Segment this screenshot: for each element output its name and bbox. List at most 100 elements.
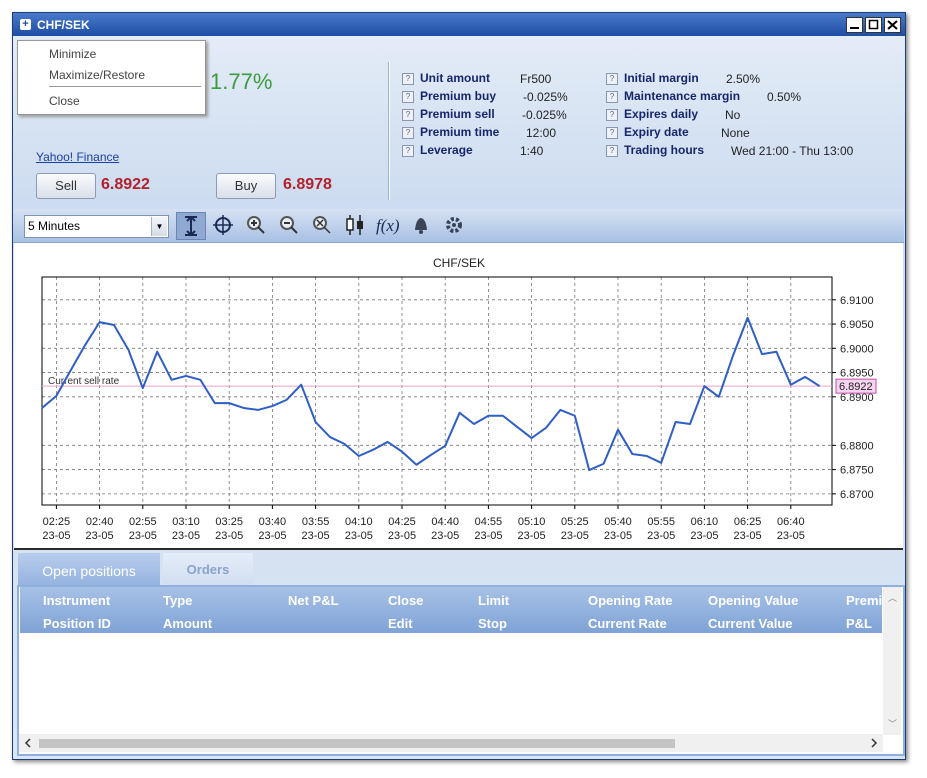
x-tick-date: 23-05	[561, 530, 589, 542]
buy-button[interactable]: Buy	[216, 173, 276, 199]
x-tick-label: 03:10	[172, 516, 200, 528]
x-tick-date: 23-05	[518, 530, 546, 542]
candlestick-tool[interactable]	[341, 212, 369, 238]
help-icon: ?	[606, 127, 618, 139]
x-tick-date: 23-05	[258, 530, 286, 542]
x-tick-date: 23-05	[604, 530, 632, 542]
detail-value: 1:40	[520, 144, 544, 158]
minimize-button[interactable]	[846, 17, 863, 33]
detail-value: No	[725, 108, 741, 122]
interval-dropdown[interactable]: 5 Minutes ▼	[24, 215, 169, 238]
detail-value: 2.50%	[726, 72, 761, 86]
x-tick-label: 03:40	[259, 516, 287, 528]
x-tick-label: 03:25	[215, 516, 243, 528]
help-icon: ?	[606, 73, 618, 85]
menu-item[interactable]: Close	[49, 94, 80, 108]
tab-active[interactable]: Open positions	[18, 553, 160, 585]
zoom-in-tool[interactable]	[242, 212, 270, 238]
x-tick-label: 06:40	[777, 516, 805, 528]
column-header: Type	[163, 593, 193, 608]
settings-tool[interactable]	[440, 212, 468, 238]
x-tick-label: 04:55	[475, 516, 503, 528]
vertical-scrollbar[interactable]: ︿ ﹀	[883, 587, 901, 735]
function-tool[interactable]: f(x)	[374, 212, 402, 238]
x-tick-label: 06:25	[734, 516, 762, 528]
scroll-left[interactable]	[23, 738, 33, 748]
column-header: Limit	[478, 593, 510, 608]
menu-item[interactable]: Minimize	[49, 47, 97, 61]
zoom-out-tool[interactable]	[275, 212, 303, 238]
chart: CHF/SEK 6.8700 6.8750 6.8800 6.8900 6.8950 6.9…	[41, 256, 877, 542]
column-header: Net P&L	[288, 593, 339, 608]
column-header: Close	[388, 593, 424, 608]
x-tick-label: 04:40	[431, 516, 459, 528]
icon	[313, 216, 331, 234]
detail-value: 0.50%	[767, 90, 802, 104]
icon	[280, 216, 298, 234]
dropdown-arrow: ▼	[151, 217, 167, 236]
detail-label: Unit amount	[420, 71, 490, 85]
x-tick-date: 23-05	[690, 530, 718, 542]
cursor-tool[interactable]	[176, 212, 206, 240]
scroll-up[interactable]: ︿	[888, 593, 898, 603]
current-rate-label: Current sell rate	[48, 376, 120, 387]
y-tick-label: 6.9050	[840, 319, 874, 331]
current-rate-marker	[835, 378, 877, 394]
chart-area	[14, 243, 903, 548]
column-header: Current Rate	[588, 616, 667, 631]
sell-price: 6.8922	[101, 176, 150, 193]
column-header: Stop	[478, 616, 507, 631]
chart-title: CHF/SEK	[433, 256, 485, 270]
context-menu: Minimize Maximize/Restore Close	[17, 40, 206, 115]
menu-item[interactable]: Maximize/Restore	[49, 68, 146, 82]
horizontal-scrollbar[interactable]	[19, 734, 883, 752]
plot-frame	[41, 276, 833, 506]
x-tick-label: 05:10	[518, 516, 546, 528]
column-header: Edit	[388, 616, 413, 631]
x-tick-label: 02:25	[43, 516, 71, 528]
title-bar	[13, 13, 905, 36]
close-glyph	[887, 20, 898, 30]
detail-label: Initial margin	[624, 71, 699, 85]
crosshair-tool[interactable]	[209, 212, 237, 238]
x-tick-date: 23-05	[129, 530, 157, 542]
price-line	[41, 316, 821, 472]
detail-value: -0.025%	[523, 90, 568, 104]
splitter	[14, 548, 903, 550]
buy-price: 6.8978	[283, 176, 332, 193]
help-icon: ?	[606, 145, 618, 157]
current-rate-value: 6.8922	[839, 381, 873, 393]
x-tick-date: 23-05	[302, 530, 330, 542]
zoom-reset-tool[interactable]	[308, 212, 336, 238]
icon	[185, 215, 197, 237]
x-tick-label: 04:25	[388, 516, 416, 528]
column-header: Amount	[163, 616, 213, 631]
tab[interactable]: Orders	[163, 553, 253, 585]
scroll-thumb[interactable]	[39, 739, 675, 748]
header-columns: Instrument Position ID Type Amount Net P&L Cl…	[19, 587, 883, 633]
x-tick-date: 23-05	[42, 530, 70, 542]
scroll-down[interactable]: ﹀	[888, 719, 898, 729]
window-title: CHF/SEK	[37, 18, 90, 32]
x-tick-label: 05:55	[647, 516, 675, 528]
alert-tool[interactable]	[407, 212, 435, 238]
source-link[interactable]: Yahoo! Finance	[36, 150, 120, 164]
icon	[346, 215, 363, 235]
column-header: Premi	[846, 593, 883, 608]
sell-button[interactable]: Sell	[36, 173, 96, 199]
menu-separator	[49, 86, 201, 87]
x-tick-label: 04:10	[345, 516, 373, 528]
help-icon: ?	[402, 109, 414, 121]
detail-label: Premium buy	[420, 89, 497, 103]
x-tick-label: 05:40	[604, 516, 632, 528]
x-tick-date: 23-05	[431, 530, 459, 542]
scroll-right[interactable]	[869, 738, 879, 748]
y-tick-label: 6.8700	[840, 489, 874, 501]
x-tick-date: 23-05	[86, 530, 114, 542]
icon	[247, 216, 265, 234]
help-icon: ?	[402, 73, 414, 85]
column-header: Position ID	[43, 616, 111, 631]
y-tick-label: 6.8900	[840, 392, 874, 404]
maximize-glyph	[868, 19, 879, 30]
